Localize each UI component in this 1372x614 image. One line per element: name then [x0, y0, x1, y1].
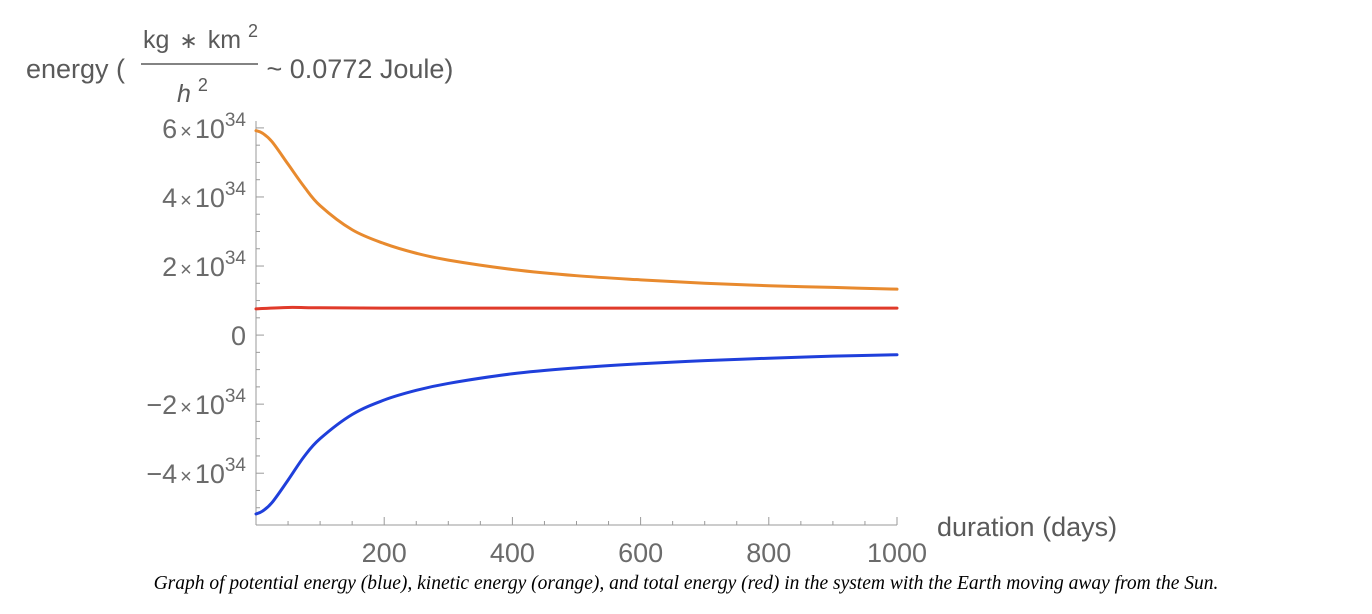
- series-lines: [254, 129, 899, 516]
- y-tick-mantissa: 2: [162, 252, 177, 282]
- x-tick-label: 400: [490, 538, 535, 568]
- y-tick-exponent: 34: [225, 110, 247, 131]
- denominator-exponent: 2: [198, 75, 208, 95]
- y-tick-times: ×: [180, 466, 192, 488]
- numerator-operator: ∗: [179, 28, 197, 53]
- numerator-exponent: 2: [248, 21, 258, 41]
- y-tick-times: ×: [180, 121, 192, 143]
- denominator-main: h: [177, 80, 191, 108]
- series-line-0: [254, 129, 899, 291]
- y-tick-base: 10: [195, 114, 225, 144]
- y-tick-times: ×: [180, 190, 192, 212]
- y-tick-label: −4 × 1034: [146, 455, 246, 489]
- numerator-main: kg: [143, 26, 169, 54]
- y-axis-title-numerator: kg ∗ km 2: [143, 21, 258, 54]
- y-axis-title: energy ( kg ∗ km 2 h 2 ~ 0.0772 Joule): [26, 21, 453, 108]
- y-tick-mantissa: −2: [146, 390, 177, 420]
- y-tick-label: 6 × 1034: [162, 110, 246, 144]
- figure-caption: Graph of potential energy (blue), kineti…: [153, 573, 1219, 594]
- x-tick-label: 1000: [867, 538, 927, 568]
- y-tick-label: 0: [231, 321, 246, 351]
- y-tick-mantissa: 0: [231, 321, 246, 351]
- x-tick-label: 200: [362, 538, 407, 568]
- y-tick-base: 10: [195, 459, 225, 489]
- y-axis-title-suffix: ~ 0.0772 Joule): [259, 54, 453, 84]
- y-tick-times: ×: [180, 259, 192, 281]
- y-tick-mantissa: −4: [146, 459, 177, 489]
- series-line-2: [254, 353, 899, 516]
- x-tick-label: 600: [618, 538, 663, 568]
- x-ticks: 200 400 600 800 1000: [287, 517, 927, 568]
- y-tick-base: 10: [195, 252, 225, 282]
- x-axis-title: duration (days): [937, 512, 1117, 542]
- y-tick-exponent: 34: [225, 455, 247, 476]
- y-axis-title-denominator: h 2: [177, 75, 208, 108]
- y-tick-mantissa: 6: [162, 114, 177, 144]
- y-tick-exponent: 34: [225, 248, 247, 269]
- y-tick-times: ×: [180, 397, 192, 419]
- y-tick-label: 2 × 1034: [162, 248, 246, 282]
- x-tick-label: 800: [746, 538, 791, 568]
- y-tick-exponent: 34: [225, 179, 247, 200]
- y-axis-title-prefix: energy (: [26, 54, 125, 84]
- y-tick-label: 4 × 1034: [162, 179, 246, 213]
- series-line-1: [254, 305, 899, 311]
- numerator-unit: km: [208, 26, 241, 54]
- y-tick-mantissa: 4: [162, 183, 177, 213]
- y-tick-exponent: 34: [225, 386, 247, 407]
- y-tick-base: 10: [195, 183, 225, 213]
- y-tick-base: 10: [195, 390, 225, 420]
- axes: [255, 121, 897, 526]
- y-tick-label: −2 × 1034: [146, 386, 246, 420]
